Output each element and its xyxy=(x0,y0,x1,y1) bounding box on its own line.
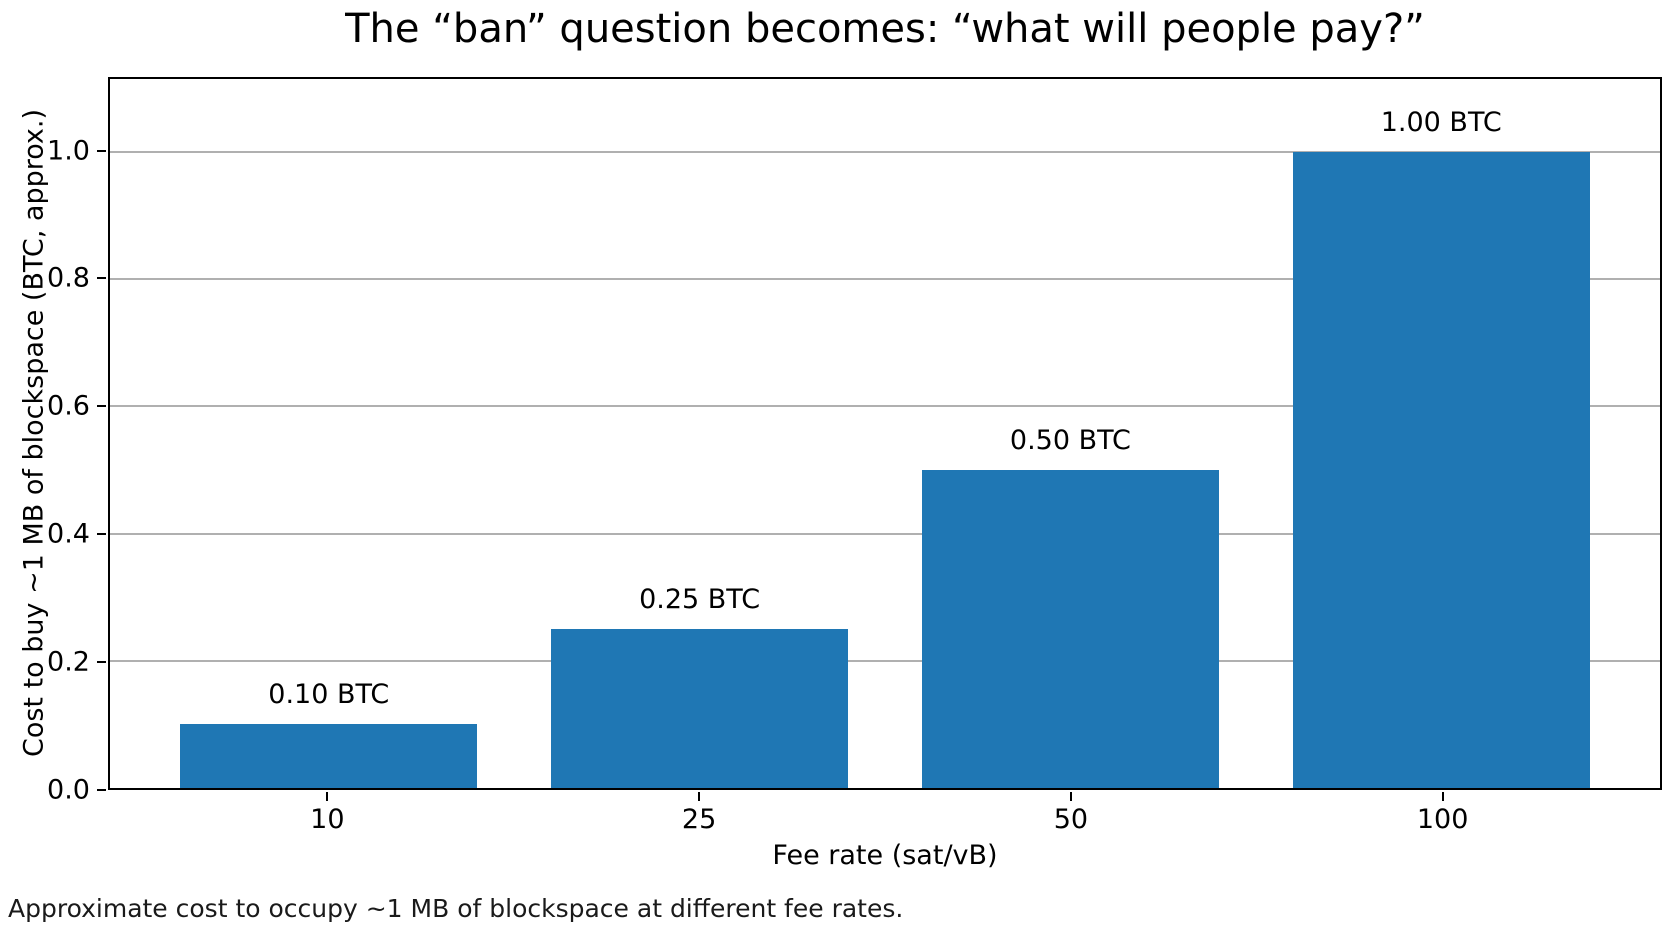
chart-title: The “ban” question becomes: “what will p… xyxy=(345,6,1425,52)
x-tick-mark-50 xyxy=(1069,792,1072,801)
bar-25-satvb xyxy=(551,629,848,788)
x-tick-mark-10 xyxy=(326,792,329,801)
x-tick-mark-25 xyxy=(698,792,701,801)
bar-50-satvb xyxy=(922,470,1219,788)
x-axis: 10 25 50 100 xyxy=(108,792,1662,838)
y-gridline-0.6 xyxy=(110,405,1660,408)
y-tick-mark-0.0 xyxy=(97,789,106,791)
y-axis: 0.0 0.2 0.4 0.6 0.8 1.0 xyxy=(0,77,106,806)
y-gridline-0.8 xyxy=(110,278,1660,281)
y-tick-label-0.0: 0.0 xyxy=(47,774,90,806)
figure-caption: Approximate cost to occupy ~1 MB of bloc… xyxy=(8,894,904,923)
y-tick-label-0.8: 0.8 xyxy=(47,262,90,294)
y-tick-mark-0.4 xyxy=(97,533,106,536)
bar-10-satvb xyxy=(180,724,478,788)
x-axis-label: Fee rate (sat/vB) xyxy=(772,840,998,871)
y-gridline-1.0 xyxy=(110,151,1660,154)
y-gridline-0.4 xyxy=(110,532,1660,535)
y-tick-mark-0.6 xyxy=(97,405,106,408)
x-tick-mark-100 xyxy=(1441,792,1444,801)
y-tick-label-0.2: 0.2 xyxy=(47,646,90,678)
y-tick-label-0.6: 0.6 xyxy=(47,390,90,422)
y-tick-mark-0.2 xyxy=(97,661,106,664)
bar-100-satvb xyxy=(1292,152,1590,788)
y-tick-mark-1.0 xyxy=(97,149,106,152)
bar-value-label-100: 1.00 BTC xyxy=(1380,107,1502,139)
y-tick-label-1.0: 1.0 xyxy=(47,135,90,167)
y-tick-mark-0.8 xyxy=(97,277,106,280)
plot-area: 0.10 BTC 0.25 BTC 0.50 BTC 1.00 BTC xyxy=(108,77,1662,790)
x-tick-label-25: 25 xyxy=(681,804,717,835)
y-gridline-0.2 xyxy=(110,659,1660,662)
bar-value-label-10: 0.10 BTC xyxy=(268,679,390,711)
y-tick-label-0.4: 0.4 xyxy=(47,518,90,550)
x-tick-label-10: 10 xyxy=(310,804,345,835)
x-tick-label-50: 50 xyxy=(1053,804,1089,835)
bar-value-label-25: 0.25 BTC xyxy=(639,584,761,616)
x-tick-label-100: 100 xyxy=(1416,804,1469,835)
bar-value-label-50: 0.50 BTC xyxy=(1009,425,1131,457)
